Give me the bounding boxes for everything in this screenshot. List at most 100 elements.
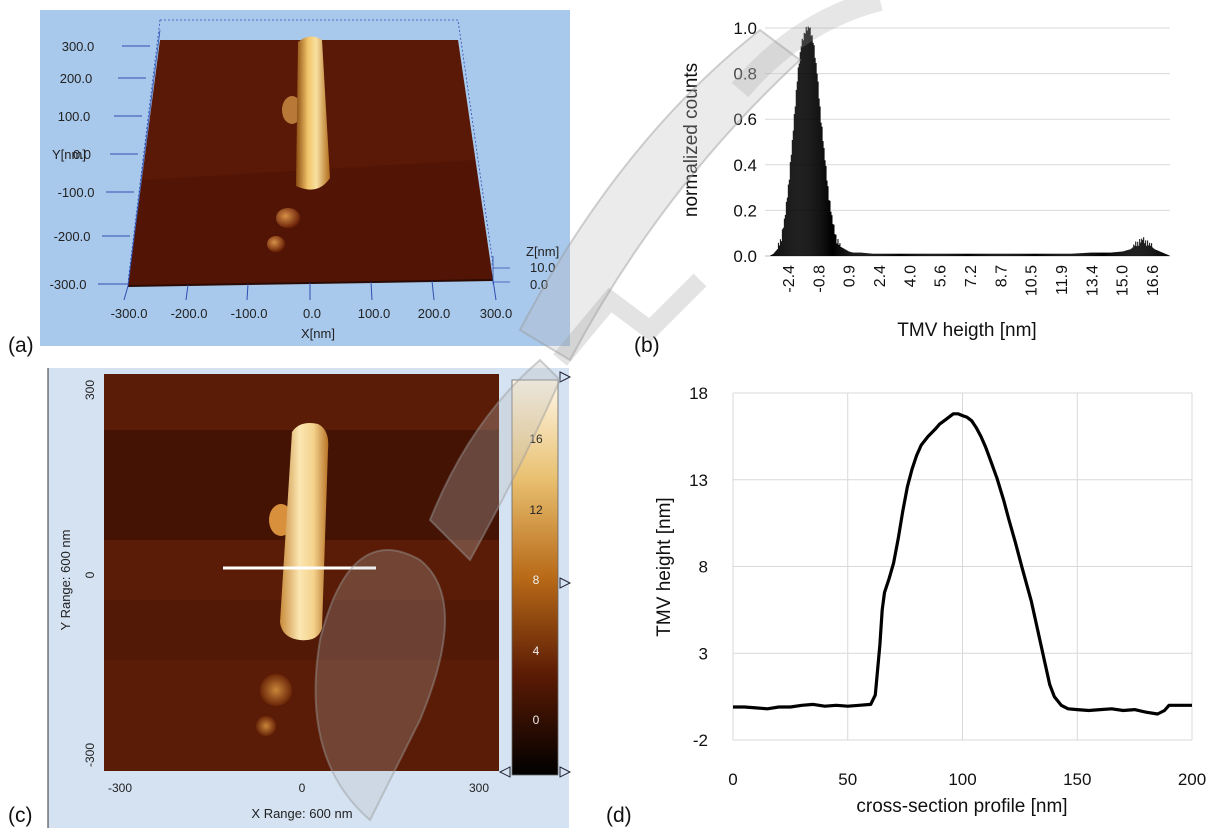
panel-b-bar	[891, 253, 893, 256]
panel-b-bar	[1117, 251, 1119, 256]
panel-a-surface-shade	[128, 160, 493, 286]
panel-b-bar	[972, 253, 974, 256]
panel-a-particle-1	[276, 208, 300, 228]
panel-b-bar	[804, 33, 806, 257]
panel-b-bar	[1127, 250, 1129, 256]
panel-b-bar	[915, 253, 917, 256]
panel-a-y-ticks: 300.0 200.0 100.0 0.0 -100.0 -200.0 -300…	[50, 39, 150, 292]
panel-b-bar	[929, 253, 931, 256]
panel-b-bar	[841, 247, 843, 256]
panel-b-bar	[1157, 250, 1159, 256]
panel-b-bar	[1130, 249, 1132, 256]
panel-b-bar	[1046, 253, 1048, 256]
panel-b-bar	[845, 249, 847, 256]
panel-b-bar	[798, 63, 800, 257]
panel-b-bar	[1102, 252, 1104, 256]
panel-b-bar	[907, 253, 909, 256]
panel-b-y-tick: 0.8	[733, 65, 757, 84]
panel-c-x-range-label: X Range: 600 nm	[251, 806, 352, 821]
panel-b-bar	[945, 253, 947, 256]
panel-b-bar	[787, 184, 789, 256]
panel-b-bar	[769, 255, 771, 256]
panel-c-y-range-label: Y Range: 600 nm	[58, 530, 73, 631]
panel-b-bar	[824, 160, 826, 256]
panel-b-bar	[909, 253, 911, 256]
panel-b-bar	[1030, 253, 1032, 256]
panel-b-bar	[1109, 252, 1111, 256]
panel-b-bar	[886, 253, 888, 256]
panel-b-bar	[880, 253, 882, 256]
panel-b-bar	[949, 253, 951, 256]
panel-b-bar	[986, 253, 988, 256]
panel-b-bar	[1141, 238, 1143, 256]
panel-b-bar	[1081, 253, 1083, 256]
panel-b-bar	[1070, 253, 1072, 256]
panel-b-bar	[817, 81, 819, 256]
panel-b-bar	[1002, 253, 1004, 256]
panel-b-bar	[842, 248, 844, 256]
panel-b-bar	[862, 252, 864, 256]
panel-b-bar	[1148, 245, 1150, 256]
panel-b-bar	[1094, 252, 1096, 256]
panel-b-bar	[1010, 253, 1012, 256]
panel-b-bar	[892, 253, 894, 256]
panel-b-bar	[935, 253, 937, 256]
panel-b-bar	[1104, 252, 1106, 256]
panel-b-bar	[995, 253, 997, 256]
panel-d-y-ticks: 18 13 8 3 -2	[689, 384, 708, 750]
panel-b-bar	[977, 253, 979, 256]
panel-b-bar	[803, 32, 805, 256]
panel-b-bar	[1034, 253, 1035, 256]
panel-b-bar	[1075, 253, 1077, 256]
panel-b-bar	[966, 253, 968, 256]
panel-b-bar	[927, 253, 929, 256]
panel-b-bar	[1090, 252, 1092, 256]
panel-b-bar	[872, 253, 874, 256]
panel-b-bar	[1098, 252, 1100, 256]
panel-b-bar	[980, 253, 982, 256]
panel-b-x-tick: 0.9	[842, 265, 859, 287]
panel-b-bar	[1151, 243, 1153, 256]
panel-c-colorbar-tick: 4	[533, 644, 540, 658]
panel-a-y-tick: 300.0	[62, 39, 95, 54]
panel-b-bar	[779, 239, 781, 256]
panel-b-bar	[1000, 253, 1002, 256]
panel-b-bar	[917, 253, 919, 256]
panel-b-bar	[853, 252, 855, 256]
panel-c-x-tick: -300	[108, 781, 132, 795]
panel-b-bar	[1067, 253, 1069, 256]
panel-b-bar	[795, 89, 797, 256]
panel-b-bar	[1140, 242, 1142, 256]
panel-d-y-tick: -2	[693, 731, 708, 750]
panel-b-bar	[840, 246, 842, 256]
panel-b-bar	[911, 253, 913, 256]
panel-b-bar	[1015, 253, 1017, 256]
panel-b-bar	[836, 243, 838, 256]
panel-b-bar	[898, 253, 900, 256]
panel-b-bar	[934, 253, 936, 256]
panel-b-bar	[888, 253, 890, 256]
panel-b-bar	[831, 215, 833, 256]
panel-b-bar	[1018, 253, 1020, 256]
panel-a-x-tick: -300.0	[111, 306, 148, 321]
panel-b-bar	[1079, 253, 1081, 256]
panel-b-bar	[970, 253, 972, 256]
panel-b-bar	[973, 253, 975, 256]
panel-b-bar	[781, 229, 783, 256]
panel-b-bar	[1071, 253, 1073, 256]
panel-b-letter: (b)	[634, 334, 660, 357]
panel-b-bar	[894, 253, 896, 256]
panel-b-bar	[1112, 252, 1114, 256]
panel-b-bar	[868, 253, 870, 256]
panel-b-bar	[959, 253, 961, 256]
panel-b-bar	[1122, 251, 1124, 256]
panel-b-bar	[985, 253, 987, 256]
panel-b-bar	[833, 224, 835, 256]
panel-b-bar	[1150, 245, 1152, 256]
panel-b-bar	[871, 253, 873, 256]
panel-b-bar	[1063, 253, 1065, 256]
panel-b-bar	[955, 253, 957, 256]
panel-b-bar	[1058, 253, 1060, 256]
panel-b-bar	[938, 253, 940, 256]
panel-b-bar	[837, 239, 839, 256]
